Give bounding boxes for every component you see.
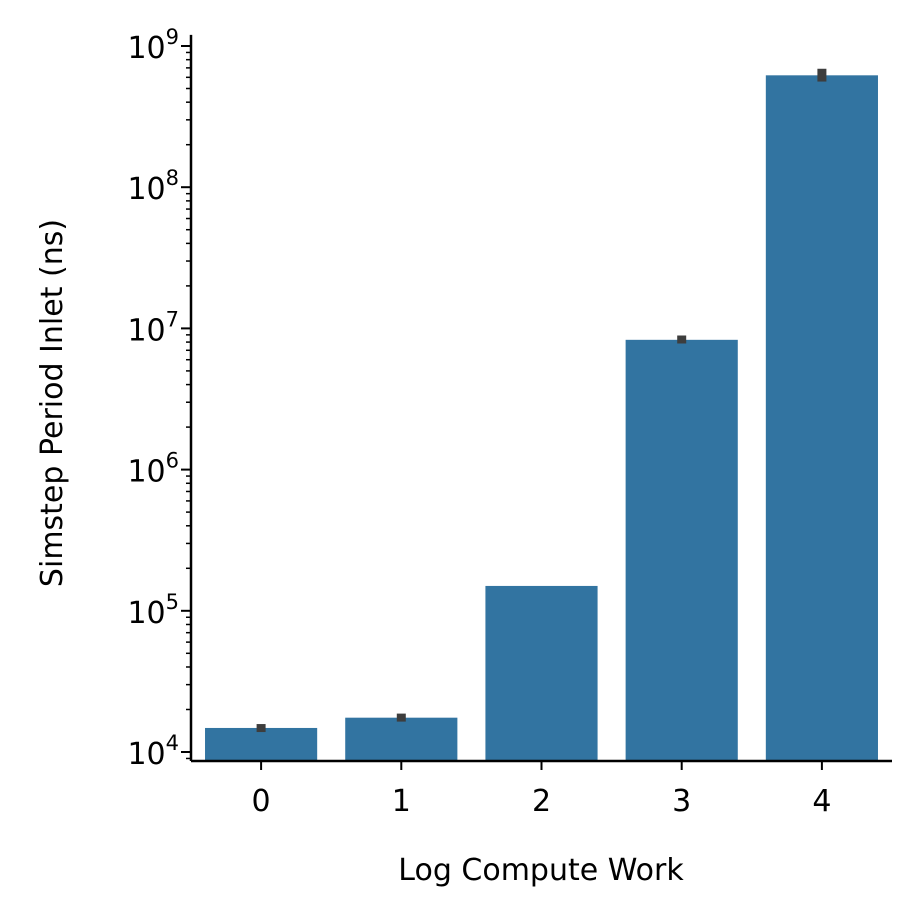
x-ticks-layer: 0 1 2 3 4 xyxy=(252,761,831,819)
bar-2 xyxy=(485,585,598,761)
y-tick-label: 108 xyxy=(127,166,179,207)
x-tick-label-3: 3 xyxy=(672,784,691,819)
bar-3 xyxy=(625,339,738,761)
error-bars-layer xyxy=(256,68,827,733)
bar-0 xyxy=(205,727,318,761)
bar-1 xyxy=(345,717,458,761)
y-tick-label: 104 xyxy=(127,731,179,772)
x-tick-label-1: 1 xyxy=(392,784,411,819)
y-ticks-layer: 104 105 106 107 108 109 xyxy=(127,25,191,772)
y-tick-label: 107 xyxy=(127,307,179,348)
y-tick-label: 106 xyxy=(127,449,179,490)
y-tick-label: 105 xyxy=(127,590,179,631)
bar-4 xyxy=(765,75,878,762)
x-axis-label: Log Compute Work xyxy=(398,853,684,888)
x-tick-label-2: 2 xyxy=(532,784,551,819)
x-tick-label-4: 4 xyxy=(812,784,831,819)
y-axis-label: Simstep Period Inlet (ns) xyxy=(35,219,70,587)
x-tick-label-0: 0 xyxy=(252,784,271,819)
bars-layer xyxy=(205,75,878,762)
y-tick-label: 109 xyxy=(127,25,179,66)
